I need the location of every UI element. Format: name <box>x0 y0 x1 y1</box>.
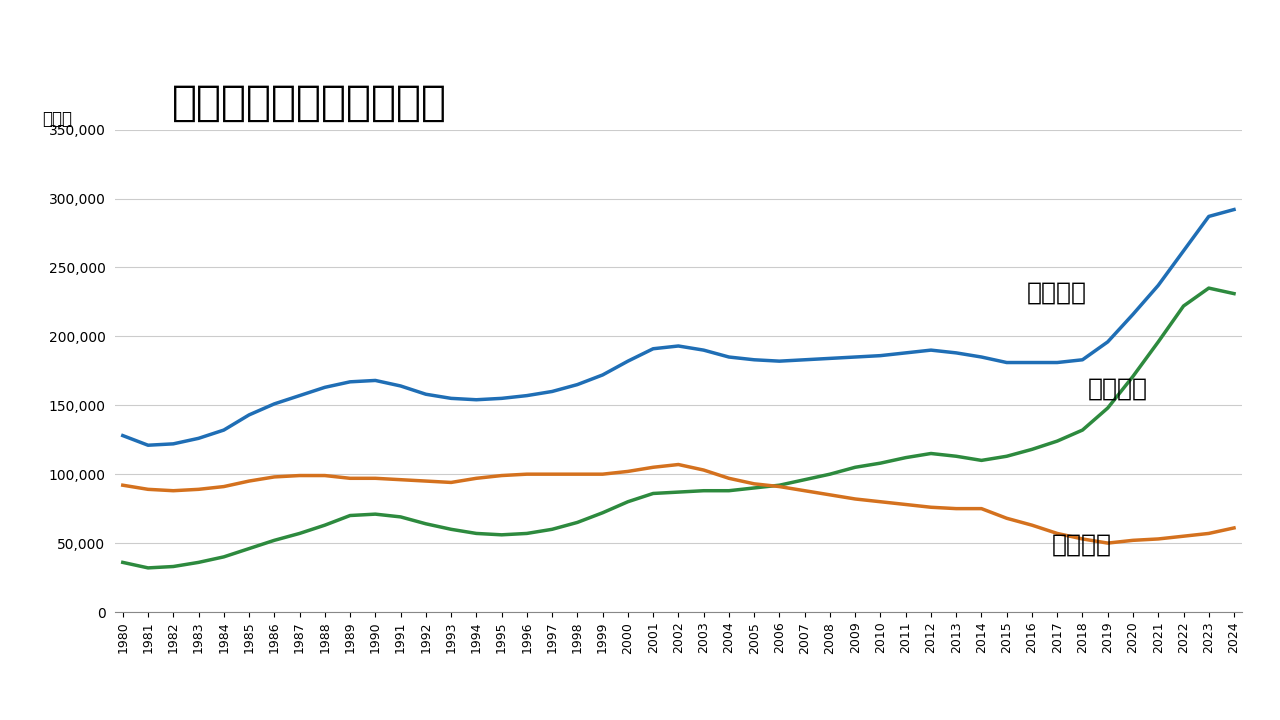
Text: （人）: （人） <box>42 110 72 128</box>
Text: 私立通信: 私立通信 <box>1088 377 1148 401</box>
Text: 過去最高生徒数を更新中: 過去最高生徒数を更新中 <box>172 81 447 123</box>
Text: 公立通信: 公立通信 <box>1052 533 1112 557</box>
Text: 公私全体: 公私全体 <box>1027 280 1087 305</box>
